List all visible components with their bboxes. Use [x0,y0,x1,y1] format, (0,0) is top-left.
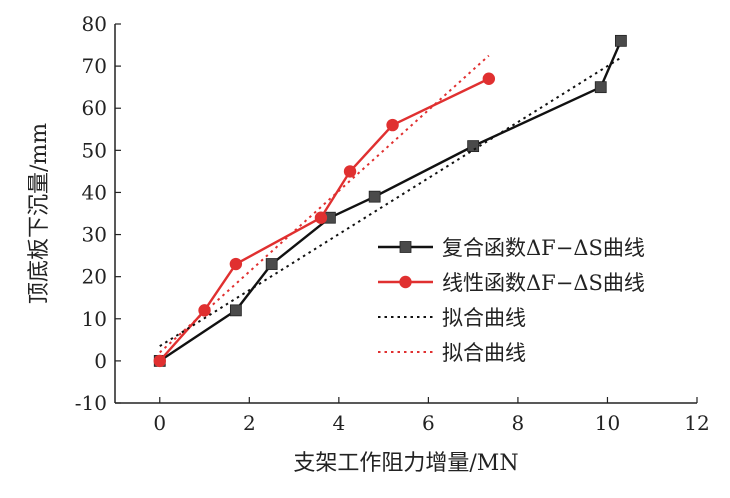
data-point [482,72,496,85]
y-tick-label: 0 [94,349,107,373]
x-tick-label: 10 [595,411,620,435]
y-tick-label: 20 [82,265,107,289]
data-point [343,165,357,178]
legend-label: 拟合曲线 [442,306,526,330]
x-tick-label: 8 [512,411,525,435]
y-tick-label: -10 [75,391,107,415]
data-point [368,190,381,203]
y-tick-label: 30 [82,223,107,247]
x-tick-label: 0 [153,411,166,435]
data-point [386,118,399,132]
series-3 [159,54,490,354]
data-point [594,81,607,94]
series-2 [159,56,622,347]
legend-marker [399,241,412,253]
legend-label: 线性函数ΔF−ΔS曲线 [442,271,645,295]
legend-label: 拟合曲线 [442,341,526,365]
data-point [153,354,166,368]
y-tick-label: 40 [82,180,107,204]
data-point [265,258,278,270]
x-tick-label: 6 [422,411,435,435]
series-0 [153,34,627,367]
series-line [159,56,622,347]
data-point [198,304,211,317]
legend-item: 拟合曲线 [378,306,526,330]
x-tick-label: 2 [243,411,256,435]
data-point [229,257,243,271]
x-tick-label: 4 [332,411,345,435]
y-tick-label: 50 [82,138,107,162]
data-point [467,140,480,153]
y-tick-label: 70 [82,54,107,78]
y-axis-title: 顶底板下沉量/mm [27,123,52,304]
x-tick-label: 12 [684,411,709,435]
legend-marker [399,275,412,289]
series-line [159,40,622,362]
x-axis-title: 支架工作阻力增量/MN [293,451,518,476]
data-point [314,211,328,224]
legend-item: 线性函数ΔF−ΔS曲线 [378,271,645,295]
legend-item: 拟合曲线 [378,341,526,365]
y-tick-label: 80 [82,12,107,36]
series-line [159,54,490,354]
series-1 [153,72,496,368]
data-point [229,304,242,317]
legend-label: 复合函数ΔF−ΔS曲线 [442,236,645,260]
data-point [614,34,627,47]
y-tick-label: 60 [82,96,107,120]
y-tick-label: 10 [82,307,107,331]
legend-item: 复合函数ΔF−ΔS曲线 [378,236,645,260]
